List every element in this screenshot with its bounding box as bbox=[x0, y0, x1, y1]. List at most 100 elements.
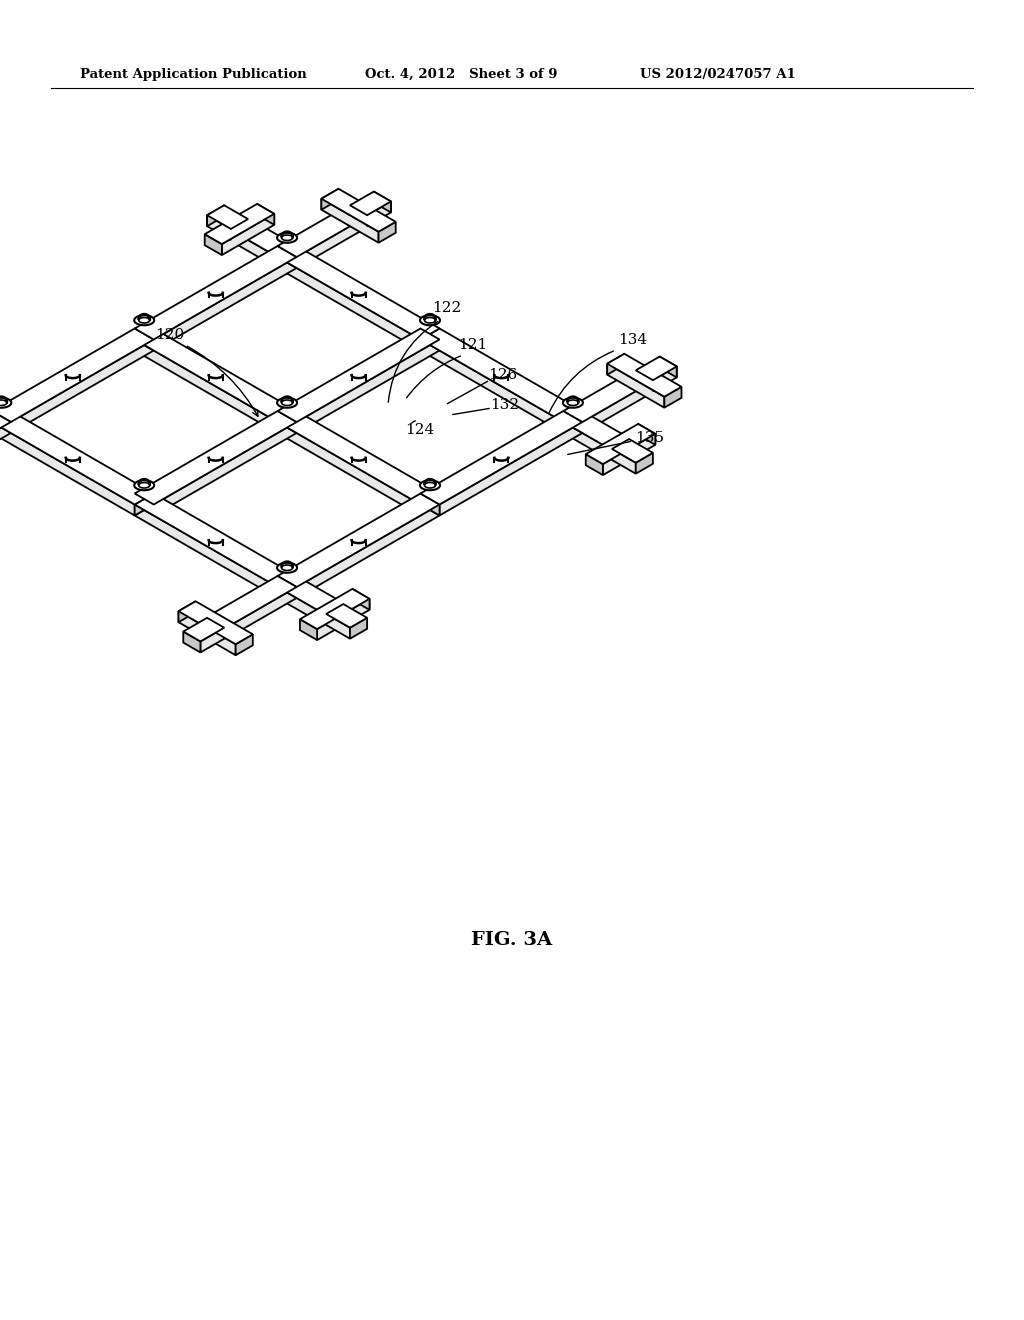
Polygon shape bbox=[135, 494, 154, 516]
Polygon shape bbox=[0, 411, 11, 433]
Polygon shape bbox=[236, 635, 253, 655]
Polygon shape bbox=[317, 599, 370, 640]
Text: Patent Application Publication: Patent Application Publication bbox=[80, 69, 307, 81]
Polygon shape bbox=[278, 576, 297, 598]
Polygon shape bbox=[278, 411, 297, 433]
Polygon shape bbox=[278, 246, 297, 268]
Polygon shape bbox=[350, 191, 391, 215]
Polygon shape bbox=[0, 411, 11, 463]
Polygon shape bbox=[278, 246, 439, 339]
Polygon shape bbox=[586, 424, 655, 465]
Polygon shape bbox=[11, 339, 154, 433]
Polygon shape bbox=[278, 232, 297, 243]
Polygon shape bbox=[278, 587, 326, 626]
Polygon shape bbox=[278, 576, 344, 615]
Polygon shape bbox=[230, 219, 297, 257]
Text: 135: 135 bbox=[635, 432, 664, 445]
Polygon shape bbox=[635, 370, 654, 392]
Polygon shape bbox=[230, 230, 278, 268]
Polygon shape bbox=[607, 354, 625, 375]
Text: 134: 134 bbox=[618, 333, 647, 347]
Text: 132: 132 bbox=[490, 399, 519, 412]
Polygon shape bbox=[665, 387, 682, 408]
Polygon shape bbox=[611, 438, 630, 461]
Polygon shape bbox=[659, 356, 677, 378]
Polygon shape bbox=[278, 411, 297, 433]
Polygon shape bbox=[278, 411, 297, 433]
Polygon shape bbox=[421, 329, 439, 351]
Polygon shape bbox=[421, 494, 439, 516]
Polygon shape bbox=[607, 364, 665, 408]
Polygon shape bbox=[206, 618, 225, 639]
Polygon shape bbox=[257, 203, 274, 224]
Polygon shape bbox=[421, 494, 439, 516]
Text: US 2012/0247057 A1: US 2012/0247057 A1 bbox=[640, 69, 796, 81]
Polygon shape bbox=[563, 411, 583, 433]
Polygon shape bbox=[612, 440, 653, 463]
Polygon shape bbox=[0, 397, 11, 408]
Polygon shape bbox=[154, 257, 297, 351]
Polygon shape bbox=[134, 480, 155, 490]
Polygon shape bbox=[225, 587, 297, 639]
Polygon shape bbox=[278, 329, 439, 422]
Polygon shape bbox=[207, 215, 230, 240]
Polygon shape bbox=[278, 494, 439, 587]
Polygon shape bbox=[205, 203, 274, 244]
Polygon shape bbox=[563, 411, 630, 450]
Polygon shape bbox=[205, 234, 222, 255]
Polygon shape bbox=[421, 411, 583, 504]
Polygon shape bbox=[278, 246, 297, 268]
Polygon shape bbox=[300, 619, 317, 640]
Polygon shape bbox=[135, 504, 278, 598]
Polygon shape bbox=[278, 246, 297, 268]
Polygon shape bbox=[327, 605, 368, 628]
Polygon shape bbox=[379, 222, 395, 243]
Polygon shape bbox=[563, 422, 611, 461]
Polygon shape bbox=[278, 576, 297, 598]
Polygon shape bbox=[178, 602, 196, 622]
Polygon shape bbox=[154, 422, 297, 516]
Polygon shape bbox=[439, 422, 583, 516]
Polygon shape bbox=[0, 411, 11, 433]
Polygon shape bbox=[135, 329, 154, 351]
Polygon shape bbox=[178, 602, 253, 644]
Polygon shape bbox=[0, 411, 154, 504]
Polygon shape bbox=[421, 329, 439, 351]
Polygon shape bbox=[135, 246, 297, 339]
Text: 120: 120 bbox=[155, 327, 184, 342]
Polygon shape bbox=[0, 411, 11, 433]
Polygon shape bbox=[563, 370, 654, 422]
Polygon shape bbox=[135, 329, 154, 351]
Polygon shape bbox=[278, 205, 368, 257]
Polygon shape bbox=[586, 454, 603, 475]
Polygon shape bbox=[183, 618, 224, 642]
Polygon shape bbox=[278, 411, 297, 433]
Polygon shape bbox=[297, 339, 439, 433]
Polygon shape bbox=[563, 411, 583, 433]
Polygon shape bbox=[135, 329, 297, 422]
Polygon shape bbox=[135, 494, 154, 516]
Polygon shape bbox=[322, 199, 379, 243]
Polygon shape bbox=[636, 356, 677, 380]
Polygon shape bbox=[278, 257, 421, 351]
Polygon shape bbox=[603, 434, 655, 475]
Polygon shape bbox=[278, 422, 421, 516]
Polygon shape bbox=[368, 202, 391, 226]
Polygon shape bbox=[327, 614, 350, 639]
Polygon shape bbox=[421, 494, 439, 516]
Text: 126: 126 bbox=[488, 368, 517, 381]
Polygon shape bbox=[278, 576, 297, 598]
Polygon shape bbox=[300, 589, 370, 630]
Polygon shape bbox=[135, 329, 154, 351]
Text: Oct. 4, 2012   Sheet 3 of 9: Oct. 4, 2012 Sheet 3 of 9 bbox=[365, 69, 557, 81]
Text: 121: 121 bbox=[458, 338, 487, 352]
Polygon shape bbox=[374, 191, 391, 213]
Polygon shape bbox=[420, 480, 440, 490]
Polygon shape bbox=[135, 494, 297, 587]
Polygon shape bbox=[0, 422, 135, 516]
Polygon shape bbox=[278, 576, 297, 598]
Polygon shape bbox=[0, 384, 11, 422]
Polygon shape bbox=[322, 189, 339, 210]
Polygon shape bbox=[278, 397, 297, 408]
Polygon shape bbox=[135, 411, 297, 504]
